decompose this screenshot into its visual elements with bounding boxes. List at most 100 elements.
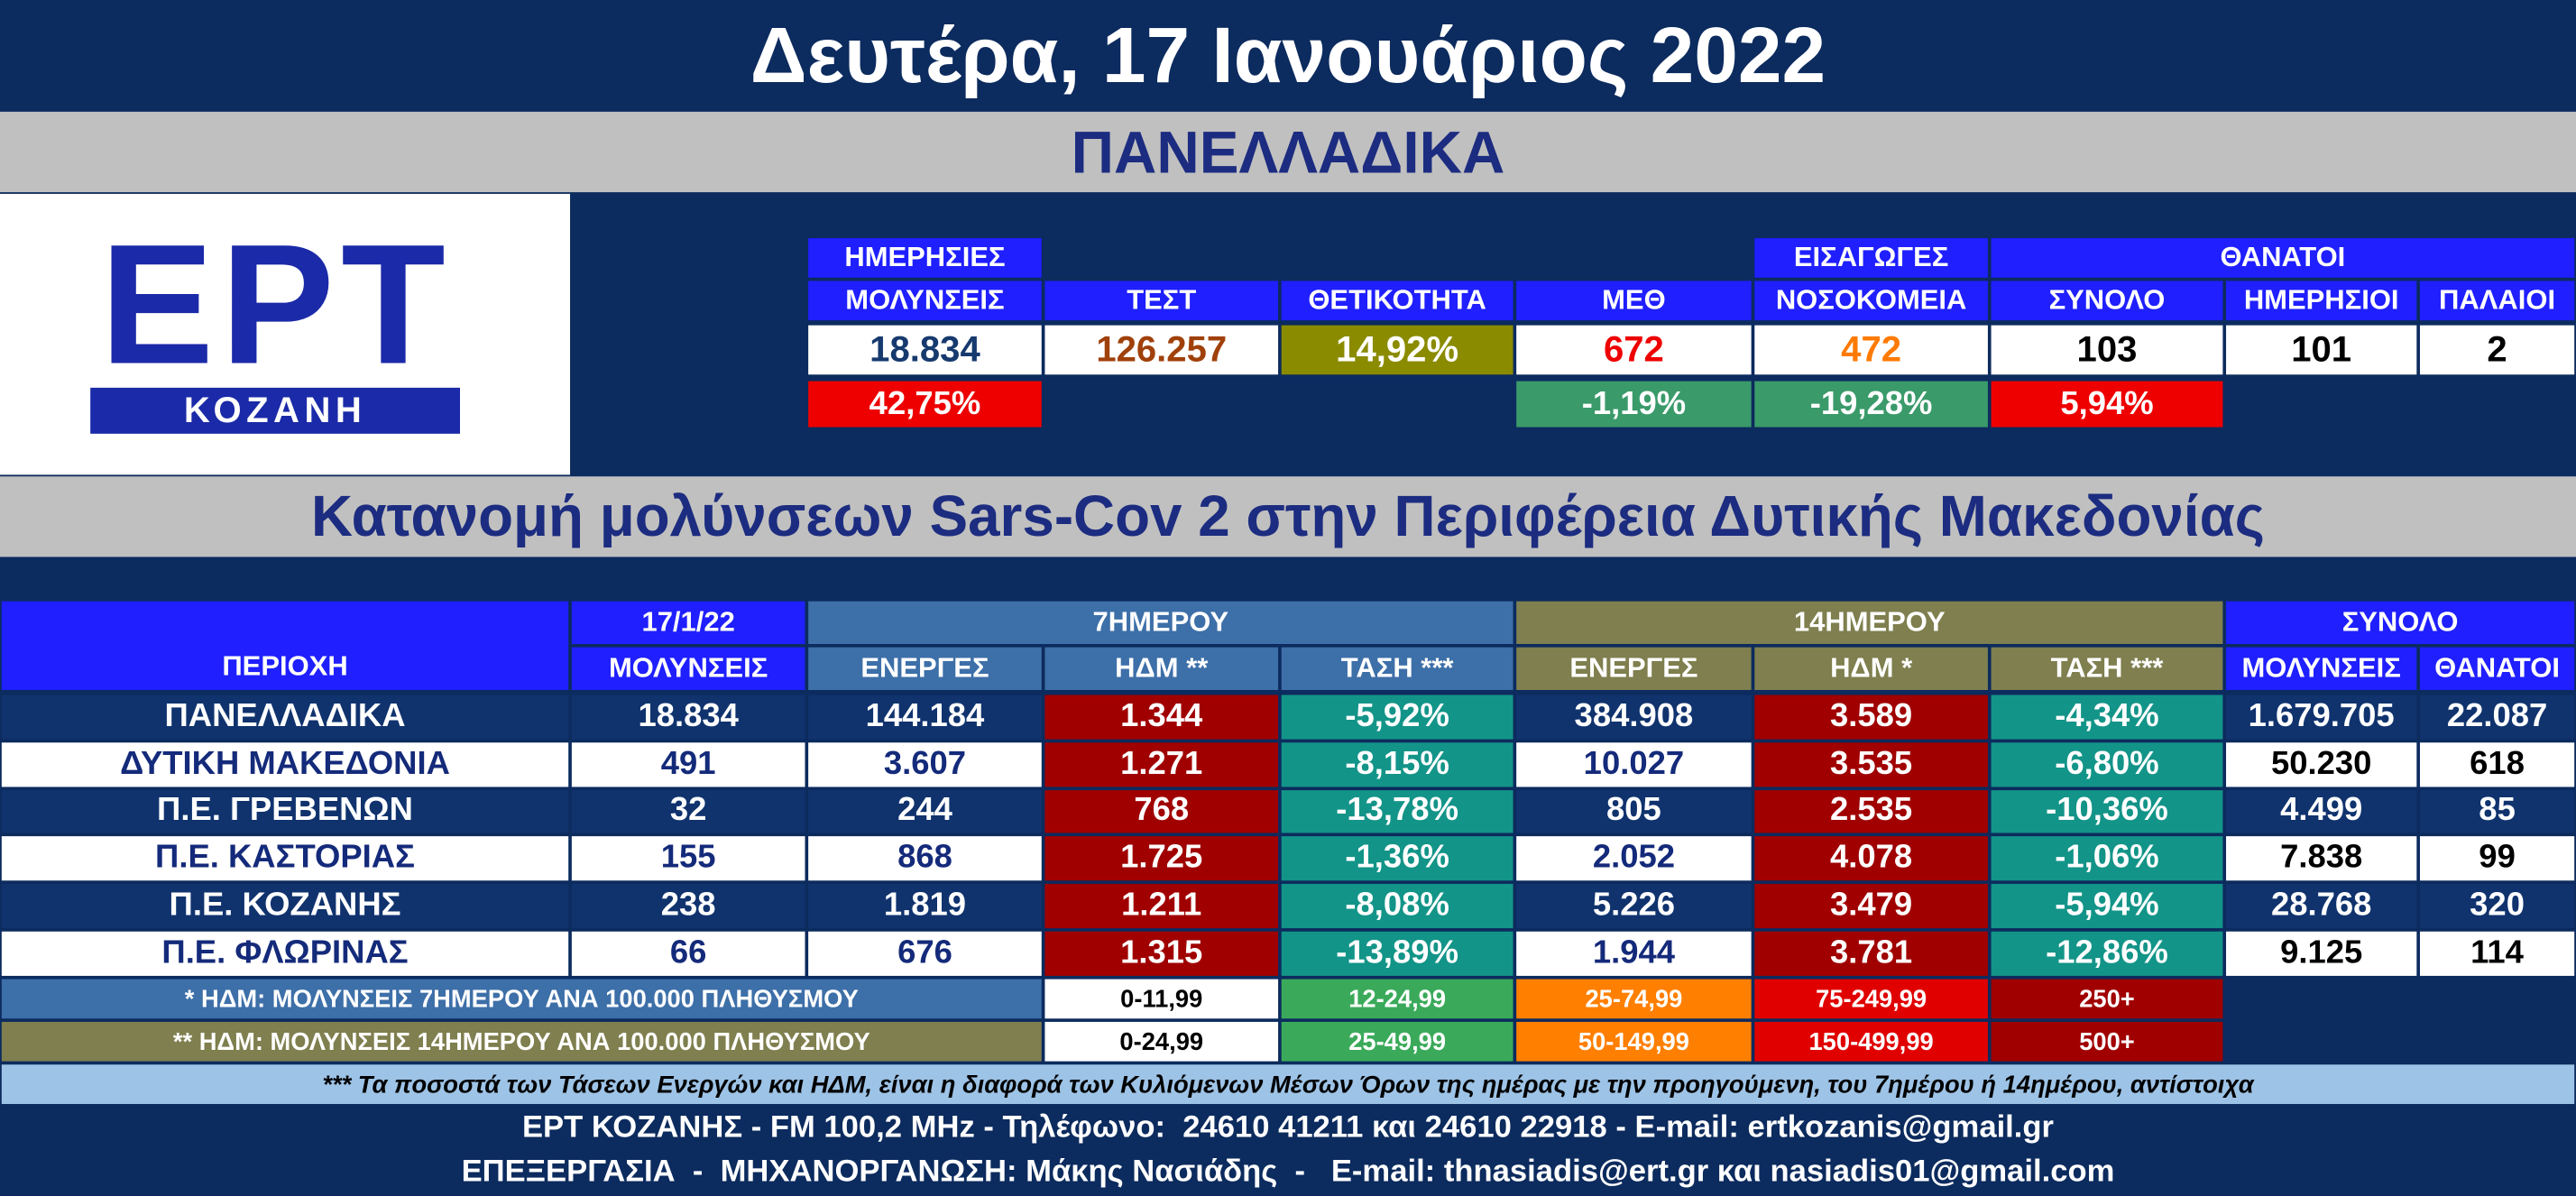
stat-change: -19,28% xyxy=(1754,381,1988,428)
table-cell: 491 xyxy=(571,741,805,787)
table-cell: 18.834 xyxy=(571,695,805,740)
column-header: ΤΑΣΗ *** xyxy=(1281,647,1513,691)
region-name: Π.Ε. ΚΟΖΑΝΗΣ xyxy=(1,884,569,929)
legend-range: 150-499,99 xyxy=(1754,1021,1988,1062)
region-name: Π.Ε. ΚΑΣΤΟΡΙΑΣ xyxy=(1,836,569,881)
stat-value: 672 xyxy=(1516,325,1752,375)
table-cell: 1.211 xyxy=(1044,884,1279,929)
stat-value: 14,92% xyxy=(1281,325,1513,375)
logo-box: ΕΡΤ ΚΟΖΑΝΗ xyxy=(0,193,571,475)
table-cell: 85 xyxy=(2419,789,2575,834)
table-cell: 144.184 xyxy=(808,695,1042,740)
table-cell: -5,94% xyxy=(1991,884,2223,929)
table-cell: 768 xyxy=(1044,789,1279,834)
column-header: ΜΟΛΥΝΣΕΙΣ xyxy=(2226,647,2417,691)
table-cell: 5.226 xyxy=(1516,884,1752,929)
table-cell: 384.908 xyxy=(1516,695,1752,740)
table-cell: 1.819 xyxy=(808,884,1042,929)
section-title: ΠΑΝΕΛΛΑΔΙΚΑ xyxy=(0,111,2576,193)
stat-change: 42,75% xyxy=(808,381,1042,428)
table-cell: 3.535 xyxy=(1754,741,1988,787)
table-cell: 244 xyxy=(808,789,1042,834)
table-cell: -12,86% xyxy=(1991,931,2223,976)
table-cell: -10,36% xyxy=(1991,789,2223,834)
column-header: ΜΟΛΥΝΣΕΙΣ xyxy=(808,281,1042,321)
table-cell: 238 xyxy=(571,884,805,929)
table-cell: 3.479 xyxy=(1754,884,1988,929)
table-cell: -13,78% xyxy=(1281,789,1513,834)
footnote: *** Τα ποσοστά των Τάσεων Ενεργών και ΗΔ… xyxy=(1,1064,2575,1104)
table-cell: 618 xyxy=(2419,741,2575,787)
table-cell: -8,08% xyxy=(1281,884,1513,929)
legend-range: 0-24,99 xyxy=(1044,1021,1279,1062)
table-cell: 4.078 xyxy=(1754,836,1988,881)
stat-value: 103 xyxy=(1991,325,2223,375)
table-cell: 1.271 xyxy=(1044,741,1279,787)
table-cell: -1,06% xyxy=(1991,836,2223,881)
logo-station: ΚΟΖΑΝΗ xyxy=(90,387,461,434)
footer-line: ΕΠΕΞΕΡΓΑΣΙΑ - ΜΗΧΑΝΟΡΓΑΝΩΣΗ: Μάκης Νασιά… xyxy=(1,1152,2575,1195)
table-cell: -13,89% xyxy=(1281,931,1513,976)
table-cell: 2.052 xyxy=(1516,836,1752,881)
table-cell: 114 xyxy=(2419,931,2575,976)
column-header: ΗΔΜ ** xyxy=(1044,647,1279,691)
column-header: ΗΜΕΡΗΣΙΕΣ xyxy=(808,238,1042,278)
column-header: ΣΥΝΟΛΟ xyxy=(1991,281,2223,321)
table-cell: 155 xyxy=(571,836,805,881)
stat-change: 5,94% xyxy=(1991,381,2223,428)
table-cell: 66 xyxy=(571,931,805,976)
table-cell: 3.781 xyxy=(1754,931,1988,976)
table-cell: 3.589 xyxy=(1754,695,1988,740)
table-cell: 1.725 xyxy=(1044,836,1279,881)
column-group: 7ΗΜΕΡΟΥ xyxy=(808,601,1513,645)
table-cell: 9.125 xyxy=(2226,931,2417,976)
table-cell: 32 xyxy=(571,789,805,834)
legend-range: 250+ xyxy=(1991,979,2223,1019)
region-name: Π.Ε. ΦΛΩΡΙΝΑΣ xyxy=(1,931,569,976)
table-cell: 868 xyxy=(808,836,1042,881)
table-cell: 50.230 xyxy=(2226,741,2417,787)
legend-label: ** ΗΔΜ: ΜΟΛΥΝΣΕΙΣ 14ΗΜΕΡΟΥ ΑΝΑ 100.000 Π… xyxy=(1,1021,1042,1062)
footer-line: ΕΡΤ ΚΟΖΑΝΗΣ - FM 100,2 MHz - Τηλέφωνο: 2… xyxy=(1,1107,2575,1150)
column-group: 17/1/22 xyxy=(571,601,805,645)
column-header: ΠΕΡΙΟΧΗ xyxy=(1,601,569,691)
table-cell: 99 xyxy=(2419,836,2575,881)
column-header: ΕΙΣΑΓΩΓΕΣ xyxy=(1754,238,1988,278)
column-header: ΕΝΕΡΓΕΣ xyxy=(1516,647,1752,691)
table-cell: 3.607 xyxy=(808,741,1042,787)
column-header: ΗΔΜ * xyxy=(1754,647,1988,691)
column-header: ΜΕΘ xyxy=(1516,281,1752,321)
column-group: 14ΗΜΕΡΟΥ xyxy=(1516,601,2223,645)
stat-value: 2 xyxy=(2419,325,2575,375)
table-cell: 22.087 xyxy=(2419,695,2575,740)
legend-range: 0-11,99 xyxy=(1044,979,1279,1019)
column-header: ΘΑΝΑΤΟΙ xyxy=(2419,647,2575,691)
region-name: ΠΑΝΕΛΛΑΔΙΚΑ xyxy=(1,695,569,740)
column-group: ΣΥΝΟΛΟ xyxy=(2226,601,2575,645)
stat-value: 101 xyxy=(2226,325,2417,375)
column-header: ΤΕΣΤ xyxy=(1044,281,1279,321)
table-cell: 676 xyxy=(808,931,1042,976)
column-header: ΠΑΛΑΙΟΙ xyxy=(2419,281,2575,321)
table-cell: -6,80% xyxy=(1991,741,2223,787)
table-cell: 805 xyxy=(1516,789,1752,834)
stat-value: 126.257 xyxy=(1044,325,1279,375)
table-title: Κατανομή μολύνσεων Sars-Cov 2 στην Περιφ… xyxy=(0,476,2576,557)
legend-range: 12-24,99 xyxy=(1281,979,1513,1019)
table-cell: 7.838 xyxy=(2226,836,2417,881)
column-header: ΜΟΛΥΝΣΕΙΣ xyxy=(571,647,805,691)
legend-range: 25-74,99 xyxy=(1516,979,1752,1019)
column-header: ΘΕΤΙΚΟΤΗΤΑ xyxy=(1281,281,1513,321)
page-title: Δευτέρα, 17 Ιανουάριος 2022 xyxy=(750,12,1826,100)
legend-label: * ΗΔΜ: ΜΟΛΥΝΣΕΙΣ 7ΗΜΕΡΟΥ ΑΝΑ 100.000 ΠΛΗ… xyxy=(1,979,1042,1019)
table-cell: 4.499 xyxy=(2226,789,2417,834)
legend-range: 50-149,99 xyxy=(1516,1021,1752,1062)
table-cell: 1.679.705 xyxy=(2226,695,2417,740)
stat-change: -1,19% xyxy=(1516,381,1752,428)
legend-range: 25-49,99 xyxy=(1281,1021,1513,1062)
column-header: ΝΟΣΟΚΟΜΕΙΑ xyxy=(1754,281,1988,321)
stat-value: 18.834 xyxy=(808,325,1042,375)
table-cell: 10.027 xyxy=(1516,741,1752,787)
legend-range: 75-249,99 xyxy=(1754,979,1988,1019)
